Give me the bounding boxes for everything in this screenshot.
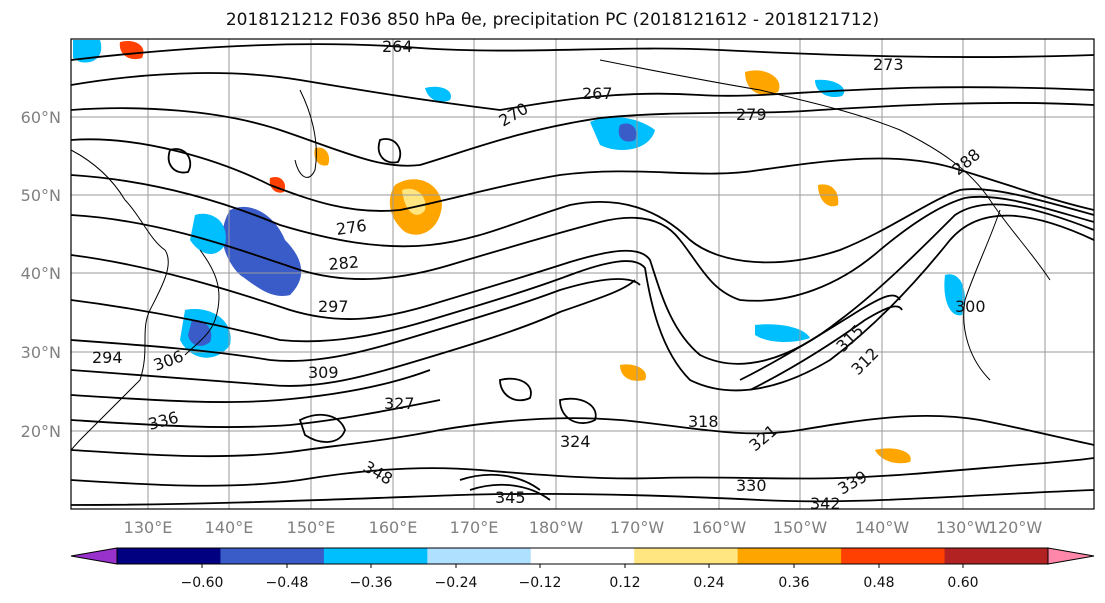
positive-patch bbox=[620, 364, 646, 381]
lon-label: 120°W bbox=[988, 518, 1043, 537]
colorbar-segment bbox=[737, 548, 842, 564]
colorbar-segment bbox=[530, 548, 635, 564]
contour-label: 324 bbox=[560, 432, 591, 451]
colorbar-tick-labels: −0.60 −0.48 −0.36 −0.24 −0.12 0.12 0.24 … bbox=[181, 575, 979, 591]
colorbar-tick-label: 0.60 bbox=[947, 575, 978, 591]
plot-frame bbox=[70, 38, 1095, 510]
colorbar-segments bbox=[117, 548, 1049, 564]
negative-patch bbox=[222, 206, 302, 296]
positive-patch bbox=[314, 147, 330, 166]
contour-label: 330 bbox=[736, 476, 767, 495]
colorbar: −0.60 −0.48 −0.36 −0.24 −0.12 0.12 0.24 … bbox=[70, 547, 1095, 591]
colorbar-tick-label: −0.48 bbox=[266, 575, 309, 591]
contour-label: 267 bbox=[582, 84, 613, 103]
colorbar-tick-label: −0.24 bbox=[435, 575, 478, 591]
japan-coastline bbox=[184, 249, 220, 356]
graticule bbox=[71, 39, 1094, 509]
contour-label: 276 bbox=[335, 216, 368, 239]
colorbar-tick-label: 0.12 bbox=[609, 575, 640, 591]
negative-patch bbox=[815, 79, 845, 98]
contour-label: 318 bbox=[688, 412, 719, 431]
colorbar-segment bbox=[634, 548, 739, 564]
colorbar-tick-label: 0.48 bbox=[863, 575, 894, 591]
positive-patch bbox=[875, 448, 911, 464]
lon-label: 130°E bbox=[124, 518, 173, 537]
negative-patch bbox=[755, 324, 810, 342]
contour-label: 342 bbox=[810, 494, 841, 513]
lon-label: 160°W bbox=[692, 518, 747, 537]
alaska-coastline bbox=[599, 59, 1051, 281]
contour-label: 297 bbox=[318, 297, 349, 316]
north-america-coastline bbox=[963, 209, 1001, 381]
negative-patch bbox=[188, 319, 212, 346]
colorbar-segment bbox=[427, 548, 532, 564]
lon-label: 180°W bbox=[529, 518, 584, 537]
lon-label: 150°W bbox=[773, 518, 828, 537]
colorbar-segment bbox=[220, 548, 325, 564]
colorbar-segment bbox=[944, 548, 1049, 564]
colorbar-ticks bbox=[201, 564, 964, 568]
theta-e-contours bbox=[71, 43, 1094, 506]
negative-patch bbox=[618, 123, 637, 142]
lon-label: 140°E bbox=[205, 518, 254, 537]
coastlines bbox=[71, 59, 1051, 451]
contour-label: 327 bbox=[384, 394, 415, 413]
colorbar-segment bbox=[117, 548, 221, 564]
colorbar-segment bbox=[841, 548, 946, 564]
negative-patch bbox=[425, 86, 451, 102]
negative-patch bbox=[944, 274, 965, 316]
lat-label: 60°N bbox=[21, 108, 61, 127]
contour-label: 273 bbox=[873, 55, 904, 74]
lon-label: 140°W bbox=[855, 518, 910, 537]
contour-label: 264 bbox=[382, 37, 413, 56]
lon-label: 170°E bbox=[450, 518, 499, 537]
contour-label: 300 bbox=[955, 297, 986, 316]
colorbar-tick-label: −0.12 bbox=[519, 575, 562, 591]
latitude-labels: 60°N 50°N 40°N 30°N 20°N bbox=[21, 108, 61, 441]
colorbar-extend-max bbox=[1047, 547, 1095, 565]
longitude-labels: 130°E 140°E 150°E 160°E 170°E 180°W 170°… bbox=[124, 518, 1043, 537]
colorbar-tick-label: 0.36 bbox=[778, 575, 809, 591]
contour-label: 294 bbox=[92, 348, 123, 367]
colorbar-segment bbox=[323, 548, 428, 564]
lon-label: 170°W bbox=[610, 518, 665, 537]
contour-label: 282 bbox=[328, 252, 360, 274]
contour-label: 279 bbox=[736, 105, 767, 124]
lat-label: 50°N bbox=[21, 186, 61, 205]
asia-coastline bbox=[71, 149, 169, 451]
contour-label: 309 bbox=[308, 363, 339, 382]
lat-label: 30°N bbox=[21, 343, 61, 362]
lat-label: 40°N bbox=[21, 264, 61, 283]
lat-label: 20°N bbox=[21, 422, 61, 441]
colorbar-extend-min bbox=[70, 547, 118, 565]
negative-patch bbox=[190, 213, 226, 255]
colorbar-tick-label: −0.36 bbox=[350, 575, 393, 591]
colorbar-tick-label: −0.60 bbox=[181, 575, 224, 591]
kamchatka-coastline bbox=[294, 89, 317, 178]
lon-label: 130°W bbox=[936, 518, 991, 537]
contour-label: 345 bbox=[495, 488, 526, 507]
lon-label: 150°E bbox=[287, 518, 336, 537]
lon-label: 160°E bbox=[369, 518, 418, 537]
colorbar-frame bbox=[116, 547, 1049, 565]
colorbar-tick-label: 0.24 bbox=[693, 575, 724, 591]
map-title: 2018121212 F036 850 hPa θe, precipitatio… bbox=[225, 10, 880, 30]
